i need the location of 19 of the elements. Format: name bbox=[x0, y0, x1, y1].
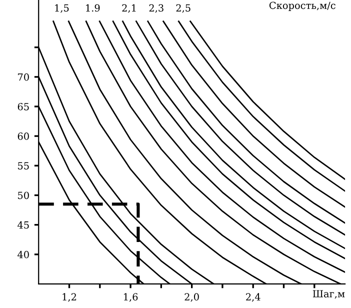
y-tick-label: 60 bbox=[18, 132, 29, 140]
series-label: 2,1 bbox=[122, 4, 136, 13]
x-tick-label: 2,4 bbox=[246, 293, 260, 302]
y-tick-label: 55 bbox=[18, 162, 29, 170]
series-label: 2,5 bbox=[176, 4, 190, 13]
annotation: Скорость,м/с bbox=[269, 2, 336, 11]
y-tick-label: 40 bbox=[18, 250, 29, 258]
series-label: 1,5 bbox=[55, 4, 69, 13]
y-tick-label: 45 bbox=[18, 221, 29, 229]
x-tick-label: 1,2 bbox=[62, 293, 76, 302]
x-tick-label: 1,6 bbox=[124, 293, 138, 302]
x-axis-title: Шаг,м bbox=[312, 290, 345, 299]
series-label: 1.9 bbox=[86, 4, 100, 12]
series-label: 2,3 bbox=[149, 4, 164, 13]
x-tick-label: 2,0 bbox=[184, 293, 199, 302]
y-tick-label: 65 bbox=[18, 102, 29, 110]
line-series bbox=[162, 20, 346, 208]
y-tick-label: 70 bbox=[18, 73, 29, 81]
y-tick-label: 50 bbox=[18, 192, 29, 200]
